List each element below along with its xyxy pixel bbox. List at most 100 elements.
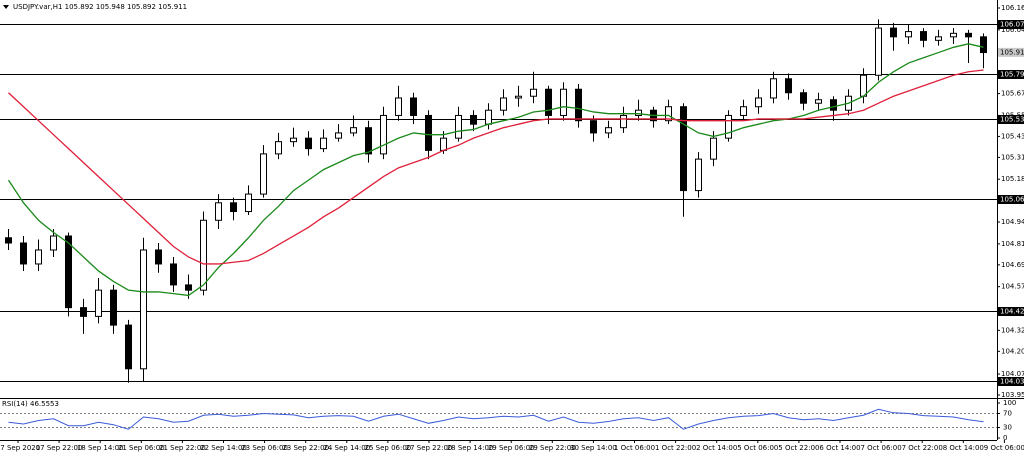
candle-body <box>950 32 957 38</box>
candle-body <box>590 120 597 134</box>
candle-body <box>200 219 207 291</box>
candle-body <box>305 137 312 150</box>
candle-body <box>875 27 882 76</box>
x-tick-label: 17 Sep 2020 <box>0 444 40 452</box>
x-tick-label: 25 Sep 06:00 <box>365 444 412 452</box>
y-tick-label: 104.940 <box>1001 218 1024 226</box>
x-tick-label: 5 Oct 22:00 <box>778 444 819 452</box>
candle-body <box>860 74 867 97</box>
y-tick-label: 105.430 <box>1001 132 1024 140</box>
candle-body <box>245 193 252 213</box>
x-tick-label: 30 Sep 14:00 <box>570 444 617 452</box>
x-tick-label: 8 Oct 14:00 <box>943 444 984 452</box>
candle-body <box>485 109 492 125</box>
candle-body <box>665 106 672 122</box>
candle-body <box>215 202 222 221</box>
x-tick-label: 27 Sep 22:00 <box>406 444 453 452</box>
candle-body <box>455 114 462 139</box>
candle-body <box>410 97 417 116</box>
symbol-title: USDJPY.var,H1 105.892 105.948 105.892 10… <box>13 3 187 11</box>
candle-body <box>230 202 237 213</box>
candle-body <box>35 249 42 265</box>
candle-body <box>500 97 507 111</box>
x-tick-label: 29 Sep 06:00 <box>488 444 535 452</box>
candle-body <box>320 137 327 150</box>
level-label: 104.032 <box>1000 378 1024 386</box>
rsi-tick-label: 0 <box>1003 434 1007 442</box>
y-tick-label: 105.310 <box>1001 153 1024 161</box>
x-tick-label: 1 Oct 22:00 <box>655 444 696 452</box>
level-label: 105.790 <box>1000 71 1024 79</box>
candle-body <box>725 114 732 139</box>
y-tick-label: 104.320 <box>1001 326 1024 334</box>
y-tick-label: 104.070 <box>1001 370 1024 378</box>
y-tick-label: 104.570 <box>1001 283 1024 291</box>
candle-body <box>5 237 12 244</box>
candle-body <box>680 106 687 192</box>
candle-body <box>545 88 552 116</box>
candle-body <box>605 127 612 134</box>
rsi-name: RSI(14) <box>2 400 28 408</box>
candle-body <box>515 95 522 99</box>
level-label: 105.069 <box>1000 196 1024 204</box>
candle-body <box>785 78 792 94</box>
candle-body <box>575 88 582 122</box>
candle-body <box>965 32 972 38</box>
candle-body <box>65 235 72 309</box>
candle-body <box>740 106 747 116</box>
candle-body <box>695 158 702 192</box>
x-tick-label: 21 Sep 06:00 <box>118 444 165 452</box>
current-price-box <box>998 47 1024 57</box>
x-tick-label: 23 Sep 06:00 <box>241 444 288 452</box>
level-label-box <box>998 195 1024 204</box>
candle-body <box>755 97 762 108</box>
candle-body <box>290 137 297 143</box>
y-tick-label: 105.675 <box>1001 90 1024 98</box>
y-tick-label: 106.040 <box>1001 26 1024 34</box>
y-tick-label: 104.200 <box>1001 347 1024 355</box>
y-tick-label: 103.950 <box>1001 391 1024 399</box>
candle-body <box>530 88 537 97</box>
level-label-box <box>998 20 1024 29</box>
candle-body <box>935 36 942 41</box>
candle-body <box>365 127 372 155</box>
candle-body <box>440 137 447 151</box>
x-tick-label: 6 Oct 14:00 <box>819 444 860 452</box>
x-tick-label: 21 Sep 22:00 <box>159 444 206 452</box>
candle-body <box>470 114 477 125</box>
moving-average <box>7 43 984 297</box>
x-tick-label: 7 Oct 22:00 <box>902 444 943 452</box>
y-tick-label: 104.815 <box>1001 240 1024 248</box>
candle-body <box>620 114 627 129</box>
y-tick-label: 106.165 <box>1001 4 1024 12</box>
candle-body <box>125 324 132 370</box>
x-tick-label: 5 Oct 06:00 <box>737 444 778 452</box>
level-label-box <box>998 70 1024 79</box>
rsi-tick-label: 30 <box>1003 424 1012 432</box>
candle-body <box>815 99 822 104</box>
candle-body <box>920 31 927 41</box>
candle-body <box>20 242 27 265</box>
candle-body <box>905 31 912 38</box>
x-tick-label: 23 Sep 22:00 <box>282 444 329 452</box>
level-label-box <box>998 377 1024 386</box>
level-label-box <box>998 307 1024 316</box>
candle-body <box>560 88 567 116</box>
x-tick-label: 1 Oct 06:00 <box>614 444 655 452</box>
candle-body <box>980 36 987 54</box>
candle-body <box>830 99 837 111</box>
rsi-value: 46.5553 <box>30 400 59 408</box>
rsi-line <box>8 408 984 430</box>
candle-body <box>335 132 342 139</box>
candle-body <box>110 289 117 326</box>
candle-body <box>710 137 717 160</box>
candle-body <box>350 127 357 134</box>
x-tick-label: 9 Oct 06:00 <box>984 444 1024 452</box>
candle-body <box>425 114 432 151</box>
level-label: 104.429 <box>1000 308 1024 316</box>
moving-average <box>8 69 984 265</box>
candle-body <box>770 78 777 99</box>
rsi-tick-label: 70 <box>1003 410 1012 418</box>
